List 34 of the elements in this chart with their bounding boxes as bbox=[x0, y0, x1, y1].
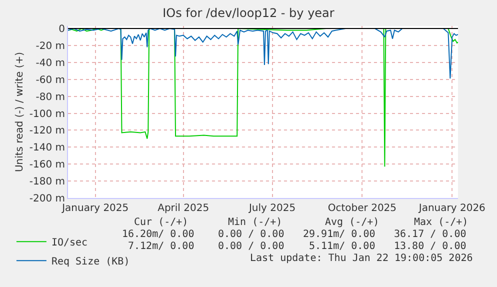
text: 36.17 / 0.00 bbox=[394, 229, 466, 240]
y-tick-label: -100 m bbox=[29, 108, 65, 120]
y-tick-label: -160 m bbox=[29, 160, 65, 171]
y-tick-label: -40 m bbox=[36, 58, 65, 69]
y-tick-label: -200 m bbox=[29, 194, 65, 204]
text: Max (-/+) bbox=[414, 217, 468, 228]
x-tick-label: January 2026 bbox=[418, 203, 486, 214]
y-tick-label: -20 m bbox=[36, 40, 65, 52]
text: 0.00 / 0.00 bbox=[218, 241, 284, 252]
text: 0.00 / 0.00 bbox=[218, 229, 284, 240]
line-series bbox=[68, 28, 458, 80]
text: Cur (-/+) bbox=[134, 217, 188, 228]
chart-title: IOs for /dev/loop12 - by year bbox=[162, 6, 334, 20]
y-tick-label: -140 m bbox=[29, 142, 65, 154]
y-tick-label: -180 m bbox=[29, 176, 65, 188]
y-tick-label: -60 m bbox=[36, 74, 65, 86]
y-tick-label: -80 m bbox=[36, 92, 65, 103]
text: 7.12m/ 0.00 bbox=[128, 241, 194, 252]
text: Avg (-/+) bbox=[325, 217, 380, 228]
legend-label: IO/sec bbox=[51, 238, 88, 249]
y-tick-label: -120 m bbox=[29, 126, 65, 137]
text: 16.20m/ 0.00 bbox=[122, 229, 194, 240]
text: 29.91m/ 0.00 bbox=[303, 229, 376, 240]
x-tick-label: October 2025 bbox=[328, 203, 397, 214]
y-tick-label: 0 bbox=[58, 24, 65, 36]
x-tick-label: January 2025 bbox=[61, 203, 129, 214]
x-tick-label: July 2025 bbox=[248, 203, 296, 214]
text: 5.11m/ 0.00 bbox=[309, 241, 376, 252]
text: Min (-/+) bbox=[228, 217, 282, 228]
y-axis-title: Units read (-) / write (+) bbox=[14, 52, 26, 172]
text: Last update: Thu Jan 22 19:00:05 2026 bbox=[250, 253, 473, 264]
text: 13.80 / 0.00 bbox=[394, 241, 466, 252]
legend-label: Req Size (KB) bbox=[51, 256, 130, 268]
x-tick-label: April 2025 bbox=[158, 203, 210, 214]
